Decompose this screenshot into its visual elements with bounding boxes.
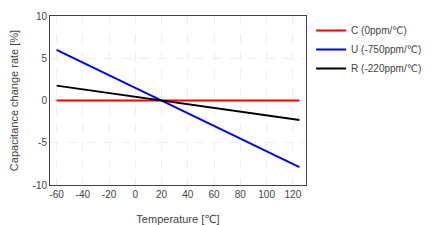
svg-text:-40: -40	[76, 189, 91, 200]
svg-text:Temperature [℃]: Temperature [℃]	[136, 213, 219, 225]
svg-text:60: 60	[209, 189, 221, 200]
svg-text:10: 10	[36, 11, 48, 22]
svg-text:20: 20	[156, 189, 168, 200]
svg-text:-5: -5	[38, 137, 47, 148]
svg-text:-20: -20	[102, 189, 117, 200]
svg-text:0: 0	[41, 95, 47, 106]
svg-text:5: 5	[41, 53, 47, 64]
svg-text:0: 0	[133, 189, 139, 200]
svg-text:120: 120	[285, 189, 302, 200]
svg-text:R (-220ppm/℃): R (-220ppm/℃)	[351, 63, 421, 74]
svg-text:-60: -60	[49, 189, 64, 200]
svg-text:C (0ppm/℃): C (0ppm/℃)	[351, 25, 407, 36]
svg-text:U (-750ppm/℃): U (-750ppm/℃)	[351, 44, 421, 55]
svg-text:100: 100	[258, 189, 275, 200]
svg-text:Capacitance change rate [%]: Capacitance change rate [%]	[8, 30, 20, 171]
svg-text:40: 40	[182, 189, 194, 200]
svg-text:80: 80	[235, 189, 247, 200]
svg-text:-10: -10	[33, 180, 48, 191]
